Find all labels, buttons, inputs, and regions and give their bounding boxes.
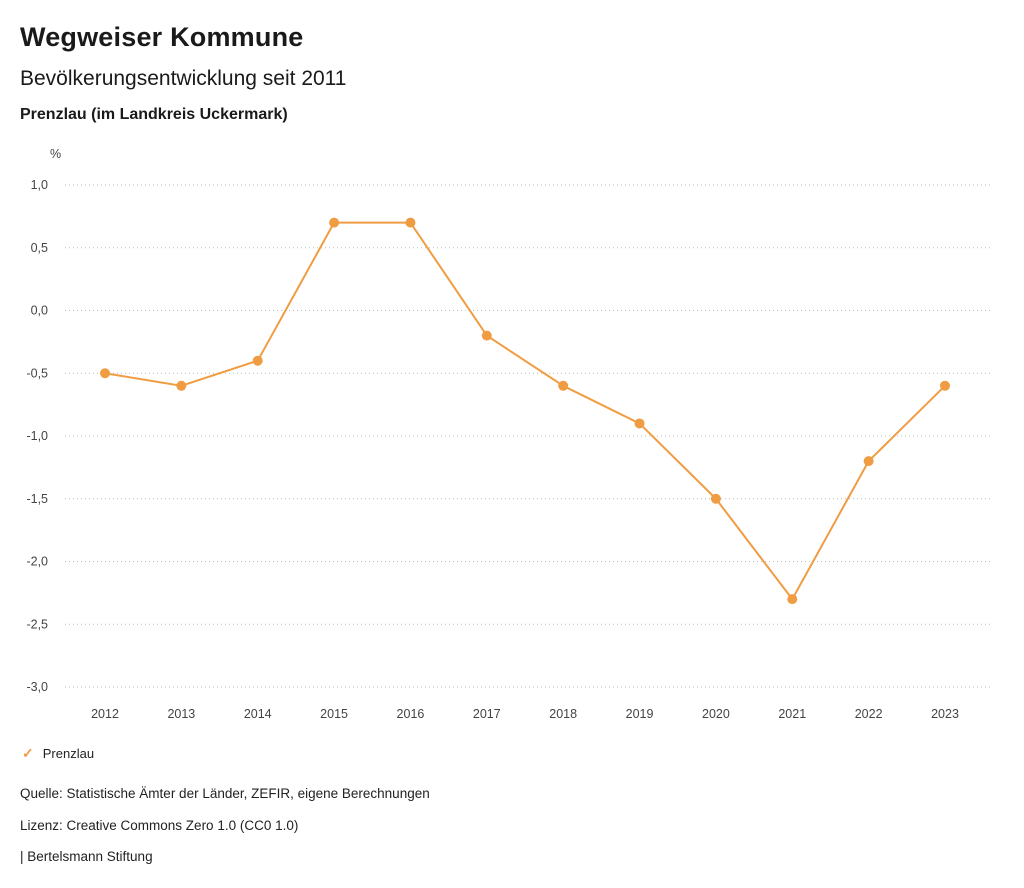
data-point[interactable] — [252, 355, 263, 366]
y-tick-label: -1,0 — [26, 429, 48, 443]
x-tick-label: 2014 — [244, 707, 272, 721]
y-tick-label: -0,5 — [26, 366, 48, 380]
data-point[interactable] — [176, 380, 187, 391]
data-point[interactable] — [863, 456, 874, 467]
y-tick-label: -3,0 — [26, 680, 48, 694]
population-chart: 1,0 0,5 0,0 -0,5 -1,0 -1,5 -2,0 -2,5 -3,0 2012 201… — [26, 178, 990, 721]
y-axis-unit-label: % — [50, 147, 62, 161]
legend-item-prenzlau[interactable]: ✓ Prenzlau — [22, 745, 94, 762]
y-tick-label: 0,0 — [31, 304, 48, 318]
legend-check-icon: ✓ — [22, 745, 34, 761]
x-tick-label: 2020 — [702, 707, 730, 721]
x-tick-label: 2018 — [549, 707, 577, 721]
y-tick-label: 1,0 — [31, 178, 48, 192]
data-point[interactable] — [710, 493, 721, 504]
region-label: Prenzlau (im Landkreis Uckermark) — [20, 106, 288, 123]
y-tick-label: -2,0 — [26, 555, 48, 569]
y-tick-label: -1,5 — [26, 492, 48, 506]
x-tick-label: 2023 — [931, 707, 959, 721]
data-point[interactable] — [100, 368, 110, 379]
x-tick-label: 2019 — [626, 707, 654, 721]
source-text: Quelle: Statistische Ämter der Länder, Z… — [20, 786, 430, 801]
y-tick-label: 0,5 — [31, 241, 48, 255]
x-tick-label: 2022 — [855, 707, 883, 721]
attribution-text: | Bertelsmann Stiftung — [20, 849, 153, 864]
data-point[interactable] — [940, 380, 950, 391]
page-title: Wegweiser Kommune — [20, 22, 304, 52]
data-point[interactable] — [329, 217, 340, 228]
data-point[interactable] — [405, 217, 416, 228]
x-tick-label: 2013 — [167, 707, 195, 721]
chart-subtitle: Bevölkerungsentwicklung seit 2011 — [20, 67, 347, 90]
license-text: Lizenz: Creative Commons Zero 1.0 (CC0 1… — [20, 818, 299, 833]
series-line — [104, 221, 946, 601]
x-tick-label: 2015 — [320, 707, 348, 721]
data-point[interactable] — [558, 380, 569, 391]
x-tick-label: 2012 — [91, 707, 119, 721]
data-point[interactable] — [634, 418, 645, 429]
y-tick-label: -2,5 — [26, 617, 48, 631]
data-point[interactable] — [481, 330, 492, 341]
legend-label: Prenzlau — [42, 746, 95, 761]
data-point[interactable] — [787, 594, 798, 605]
x-tick-label: 2016 — [397, 707, 425, 721]
x-tick-label: 2021 — [778, 707, 806, 721]
x-tick-label: 2017 — [473, 707, 501, 721]
